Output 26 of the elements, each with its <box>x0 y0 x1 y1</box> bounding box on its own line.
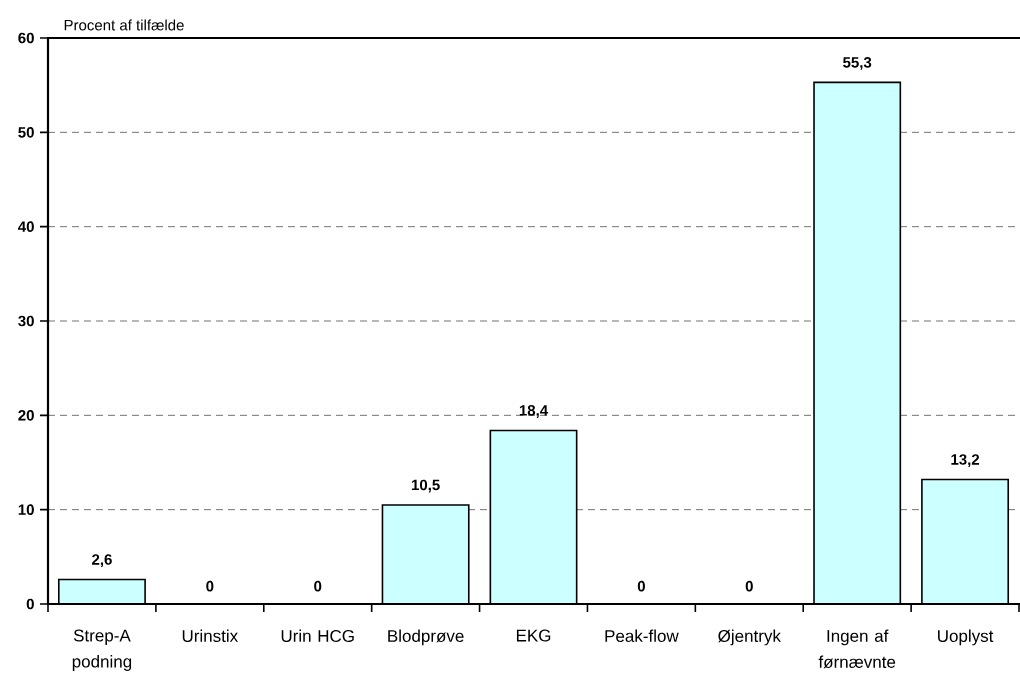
data-label: 0 <box>314 580 322 592</box>
y-tick-label: 0 <box>26 598 34 610</box>
x-tick-label: Peak-flow <box>605 629 679 643</box>
y-tick-label: 30 <box>18 315 34 327</box>
x-tick-label: Øjentryk <box>718 629 781 646</box>
data-label: 55,3 <box>843 57 872 70</box>
y-tick-label: 20 <box>18 410 34 421</box>
data-label: 0 <box>206 580 214 592</box>
data-label: 0 <box>745 580 753 592</box>
x-tick-label: EKG <box>516 629 551 642</box>
x-tick-label: Strep-A podning <box>72 629 132 671</box>
x-tick-label: Urin HCG <box>281 629 354 643</box>
data-label: 0 <box>637 580 645 592</box>
x-tick-label: Uoplyst <box>938 629 994 646</box>
data-label: 13,2 <box>951 454 980 467</box>
data-label: 10,5 <box>411 479 440 493</box>
y-tick-label: 50 <box>18 127 34 138</box>
x-tick-label: Ingen af førnævnte <box>818 629 896 669</box>
data-label: 2,6 <box>92 554 112 567</box>
x-tick-label: Urinstix <box>182 629 238 643</box>
y-tick-label: 10 <box>18 504 34 515</box>
y-tick-label: 60 <box>18 32 34 44</box>
x-tick-label: Blodprøve <box>388 629 464 646</box>
y-tick-label: 40 <box>18 221 34 232</box>
data-label: 18,4 <box>519 405 549 418</box>
y-axis-title: Procent af tilfælde <box>64 19 184 31</box>
